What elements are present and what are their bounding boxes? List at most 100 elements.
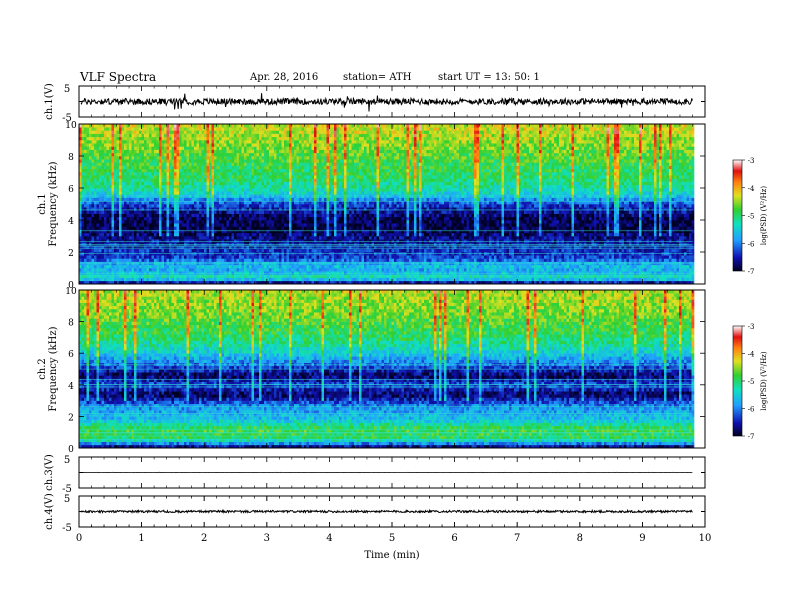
spectrogram-cell <box>194 162 197 166</box>
spectrogram-cell <box>111 143 115 147</box>
spectrogram-cell <box>251 197 255 202</box>
spectrogram-cell <box>234 204 237 208</box>
spectrogram-cell <box>179 210 182 214</box>
spectrogram-cell <box>114 252 117 256</box>
spectrogram-cell <box>89 271 92 275</box>
spectrogram-cell <box>276 159 280 163</box>
spectrogram-cell <box>311 245 315 250</box>
spectrogram-cell <box>136 136 140 141</box>
spectrogram-cell <box>196 181 200 186</box>
spectrogram-cell <box>194 220 197 224</box>
spectrogram-cell <box>231 156 235 160</box>
spectrogram-cell <box>94 204 97 208</box>
spectrogram-cell <box>286 175 290 179</box>
spectrogram-cell <box>189 255 192 259</box>
spectrogram-cell <box>109 197 112 202</box>
spectrogram-cell <box>196 156 200 160</box>
spectrogram-cell <box>114 229 117 234</box>
spectrogram-cell <box>294 245 297 250</box>
spectrogram-cell <box>224 213 227 218</box>
spectrogram-cell <box>271 159 275 163</box>
spectrogram-cell <box>251 207 255 211</box>
spectrogram-cell <box>129 220 132 224</box>
spectrogram-cell <box>266 159 270 163</box>
spectrogram-cell <box>319 280 322 285</box>
spectrogram-cell <box>251 264 255 269</box>
spectrogram-cell <box>119 188 122 192</box>
spectrogram-cell <box>196 207 200 211</box>
spectrogram-cell <box>196 213 200 218</box>
spectrogram-cell <box>79 175 82 179</box>
spectrogram-cell <box>159 210 162 214</box>
spectrogram-cell <box>264 146 267 150</box>
spectrogram-cell <box>151 229 155 234</box>
spectrogram-cell <box>206 165 210 170</box>
spectrogram-cell <box>141 191 145 195</box>
spectrogram-cell <box>231 223 235 227</box>
spectrogram-cell <box>169 127 172 131</box>
spectrogram-cell <box>171 133 175 138</box>
spectrogram-cell <box>119 200 122 205</box>
spectrogram-cell <box>319 191 322 195</box>
spectrogram-cell <box>304 156 307 160</box>
spectrogram-cell <box>119 184 122 189</box>
spectrogram-cell <box>119 133 122 138</box>
spectrogram-cell <box>144 168 147 173</box>
spectrogram-cell <box>119 268 122 272</box>
spectrogram-cell <box>139 252 142 256</box>
spectrogram-cell <box>219 146 222 150</box>
spectrogram-cell <box>179 184 182 189</box>
spectrogram-cell <box>186 229 190 234</box>
spectrogram-cell <box>301 188 305 192</box>
spectrogram-cell <box>229 133 232 138</box>
spectrogram-cell <box>176 130 180 134</box>
spectrogram-cell <box>251 216 255 221</box>
spectrogram-cell <box>139 213 142 218</box>
spectrogram-cell <box>171 124 175 128</box>
spectrogram-cell <box>176 268 180 272</box>
spectrogram-cell <box>139 271 142 275</box>
spectrogram-cell <box>234 191 237 195</box>
spectrogram-cell <box>131 226 135 230</box>
spectrogram-cell <box>174 213 177 218</box>
spectrogram-cell <box>201 239 205 243</box>
spectrogram-cell <box>209 252 212 256</box>
spectrogram-cell <box>144 175 147 179</box>
spectrogram-cell <box>191 152 195 157</box>
spectrogram-cell <box>309 184 312 189</box>
spectrogram-cell <box>174 172 177 176</box>
spectrogram-cell <box>226 236 230 240</box>
spectrogram-cell <box>149 165 152 170</box>
spectrogram-cell <box>109 252 112 256</box>
spectrogram-cell <box>164 252 167 256</box>
spectrogram-cell <box>244 258 247 262</box>
spectrogram-cell <box>164 152 167 157</box>
spectrogram-cell <box>154 162 157 166</box>
spectrogram-cell <box>271 271 275 275</box>
spectrogram-cell <box>169 258 172 262</box>
spectrogram-cell <box>119 143 122 147</box>
spectrogram-cell <box>234 133 237 138</box>
spectrogram-cell <box>181 124 185 128</box>
spectrogram-cell <box>184 216 187 221</box>
spectrogram-cell <box>161 229 165 234</box>
spectrogram-cell <box>301 277 305 282</box>
spectrogram-cell <box>101 146 105 150</box>
spectrogram-cell <box>306 280 310 285</box>
spectrogram-cell <box>156 280 160 285</box>
spectrogram-cell <box>119 216 122 221</box>
spectrogram-cell <box>159 133 162 138</box>
spectrogram-cell <box>104 248 107 253</box>
spectrogram-cell <box>294 277 297 282</box>
spectrogram-cell <box>244 280 247 285</box>
spectrogram-cell <box>274 172 277 176</box>
spectrogram-cell <box>316 162 320 166</box>
spectrogram-cell <box>171 210 175 214</box>
spectrogram-cell <box>254 280 257 285</box>
spectrogram-cell <box>116 127 120 131</box>
spectrogram-cell <box>309 268 312 272</box>
spectrogram-cell <box>84 162 87 166</box>
spectrogram-cell <box>106 159 110 163</box>
spectrogram-cell <box>104 140 107 144</box>
spectrogram-cell <box>221 143 225 147</box>
